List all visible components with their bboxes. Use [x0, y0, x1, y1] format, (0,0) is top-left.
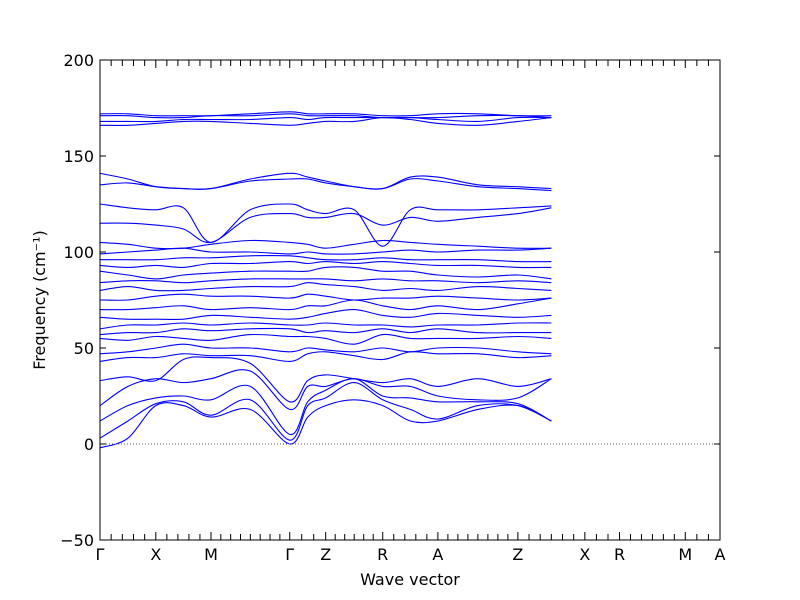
x-tick-label: R — [614, 545, 625, 564]
x-tick-label: Z — [512, 545, 523, 564]
phonon-band — [99, 117, 552, 126]
phonon-band — [99, 356, 552, 403]
x-tick-label: Γ — [285, 545, 294, 564]
phonon-band — [99, 207, 552, 244]
phonon-band — [99, 309, 552, 321]
phonon-band — [99, 382, 552, 441]
y-tick-label: 0 — [84, 435, 94, 454]
phonon-band — [99, 322, 552, 330]
x-tick-label: M — [204, 545, 218, 564]
phonon-band — [99, 172, 552, 190]
phonon-band — [99, 239, 552, 250]
phonon-band — [99, 293, 552, 301]
phonon-band — [99, 113, 552, 119]
phonon-band — [99, 399, 552, 449]
phonon-band — [99, 343, 552, 355]
y-tick-label: 150 — [63, 147, 94, 166]
phonon-band — [99, 369, 552, 410]
phonon-band — [99, 261, 552, 269]
y-tick-label: −50 — [60, 531, 94, 550]
x-tick-label: A — [715, 545, 726, 564]
band-lines — [99, 111, 552, 449]
phonon-band — [99, 111, 552, 117]
phonon-band — [99, 327, 552, 336]
phonon-band — [99, 351, 552, 362]
y-axis-title: Frequency (cm⁻¹) — [30, 230, 49, 369]
x-tick-label: M — [678, 545, 692, 564]
y-tick-label: 100 — [63, 243, 94, 262]
x-tick-label: X — [579, 545, 590, 564]
y-tick-label: 200 — [63, 51, 94, 70]
phonon-band — [99, 378, 552, 435]
plot-frame — [99, 59, 721, 541]
phonon-band — [99, 297, 552, 311]
x-axis-title: Wave vector — [360, 570, 460, 589]
x-tick-label: A — [432, 545, 443, 564]
x-tick-label: Z — [320, 545, 331, 564]
phonon-band — [100, 255, 552, 263]
phonon-band — [99, 116, 552, 123]
phonon-band — [99, 203, 552, 247]
x-tick-label: Γ — [96, 545, 105, 564]
phonon-band — [99, 333, 552, 345]
y-tick-label: 50 — [74, 339, 94, 358]
x-tick-label: R — [377, 545, 388, 564]
phonon-band — [99, 282, 552, 292]
phonon-band — [99, 266, 552, 280]
x-tick-label: X — [150, 545, 161, 564]
phonon-band — [99, 278, 552, 284]
y-axis-ticks: −50 0 50 100 150 200 — [60, 51, 720, 550]
plot-background — [100, 60, 720, 540]
